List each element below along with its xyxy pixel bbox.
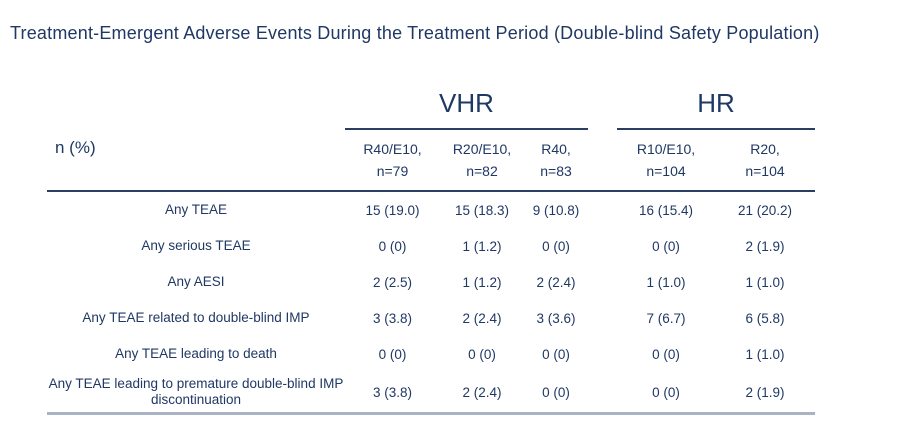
cell-value: 2 (2.4) [440, 372, 524, 415]
table-row-teae-related-imp: Any TEAE related to double-blind IMP 3 (… [47, 300, 815, 336]
page-title: Treatment-Emergent Adverse Events During… [10, 23, 820, 43]
cell-value: 2 (1.9) [745, 238, 785, 254]
cell-value: 1 (1.0) [745, 346, 785, 362]
cell-value: 3 (3.8) [372, 310, 413, 326]
arm-name: R10/E10, [636, 141, 696, 157]
gap-cell [588, 191, 617, 228]
table-row-any-serious-teae: Any serious TEAE 0 (0) 1 (1.2) 0 (0) 0 (… [47, 228, 815, 264]
cell-value: 2 (1.9) [715, 372, 816, 415]
cell-value: 2 (2.4) [536, 274, 576, 290]
row-label: Any TEAE leading to death [115, 346, 277, 361]
table-row-teae-death: Any TEAE leading to death 0 (0) 0 (0) 0 … [47, 336, 815, 372]
table-row-any-aesi: Any AESI 2 (2.5) 1 (1.2) 2 (2.4) 1 (1.0)… [47, 264, 815, 300]
cell-value: 1 (1.0) [745, 274, 785, 290]
cell-value: 15 (18.3) [454, 202, 510, 218]
cell-value: 16 (15.4) [638, 202, 694, 218]
cell-value: 9 (10.8) [532, 202, 580, 218]
column-header-r20: R20, n=104 [715, 129, 816, 192]
group-header-vhr: VHR [345, 72, 589, 130]
column-header-r40e10: R40/E10, n=79 [345, 129, 440, 192]
arm-n: n=104 [646, 163, 686, 179]
row-label: Any TEAE related to double-blind IMP [82, 310, 310, 325]
group-gap-cell [588, 72, 617, 129]
row-header-n-pct: n (%) [47, 129, 345, 192]
cell-value: 0 (0) [378, 238, 407, 254]
row-label: Any AESI [167, 274, 225, 289]
arm-n: n=82 [466, 163, 498, 179]
cell-value: 0 (0) [652, 346, 680, 362]
cell-value: 21 (20.2) [737, 202, 793, 218]
group-header-hr: HR [617, 72, 816, 130]
cell-value: 3 (3.6) [536, 310, 576, 326]
cell-value: 0 (0) [542, 346, 570, 362]
cell-value: 15 (19.0) [365, 202, 420, 218]
cell-value: 2 (2.5) [372, 274, 413, 290]
row-label: Any TEAE leading to premature double-bli… [47, 372, 345, 415]
row-label: Any TEAE [164, 202, 228, 217]
cell-value: 1 (1.0) [646, 274, 686, 290]
arm-name: R40, [541, 141, 571, 157]
arm-name: R20/E10, [452, 141, 512, 157]
cell-value: 0 (0) [617, 372, 716, 415]
row-label: Any serious TEAE [141, 238, 251, 253]
column-header-r40: R40, n=83 [524, 129, 589, 192]
cell-value: 7 (6.7) [646, 310, 686, 326]
group-header-row: VHR HR [47, 72, 816, 130]
cell-value: 3 (3.8) [345, 372, 440, 415]
teae-table: VHR HR n (%) R40/E10, n=79 R20/E10, n=82… [47, 72, 816, 415]
gap-cell [588, 300, 617, 336]
column-header-row: n (%) R40/E10, n=79 R20/E10, n=82 R40, n… [47, 129, 816, 192]
arm-n: n=83 [540, 163, 572, 179]
arm-n: n=104 [745, 163, 785, 179]
gap-cell [588, 372, 618, 415]
group-label-hr: HR [697, 88, 735, 118]
group-row-label-spacer [47, 72, 345, 129]
group-label-vhr: VHR [439, 88, 494, 118]
table-row-teae-discontinuation: Any TEAE leading to premature double-bli… [47, 372, 816, 415]
cell-value: 0 (0) [542, 238, 570, 254]
column-header-r10e10: R10/E10, n=104 [617, 129, 716, 192]
arm-n: n=79 [376, 163, 409, 179]
cell-value: 0 (0) [378, 346, 407, 362]
arm-name: R20, [750, 141, 780, 157]
header-gap-cell [588, 129, 618, 192]
arm-name: R40/E10, [363, 141, 422, 157]
gap-cell [588, 336, 617, 372]
cell-value: 0 (0) [652, 238, 680, 254]
cell-value: 2 (2.4) [462, 310, 502, 326]
cell-value: 0 (0) [524, 372, 589, 415]
column-header-r20e10: R20/E10, n=82 [440, 129, 524, 192]
gap-cell [588, 264, 617, 300]
table-row-any-teae: Any TEAE 15 (19.0) 15 (18.3) 9 (10.8) 16… [47, 191, 815, 228]
cell-value: 1 (1.2) [462, 274, 502, 290]
cell-value: 0 (0) [468, 346, 496, 362]
cell-value: 6 (5.8) [745, 310, 785, 326]
cell-value: 1 (1.2) [462, 238, 502, 254]
gap-cell [588, 228, 617, 264]
